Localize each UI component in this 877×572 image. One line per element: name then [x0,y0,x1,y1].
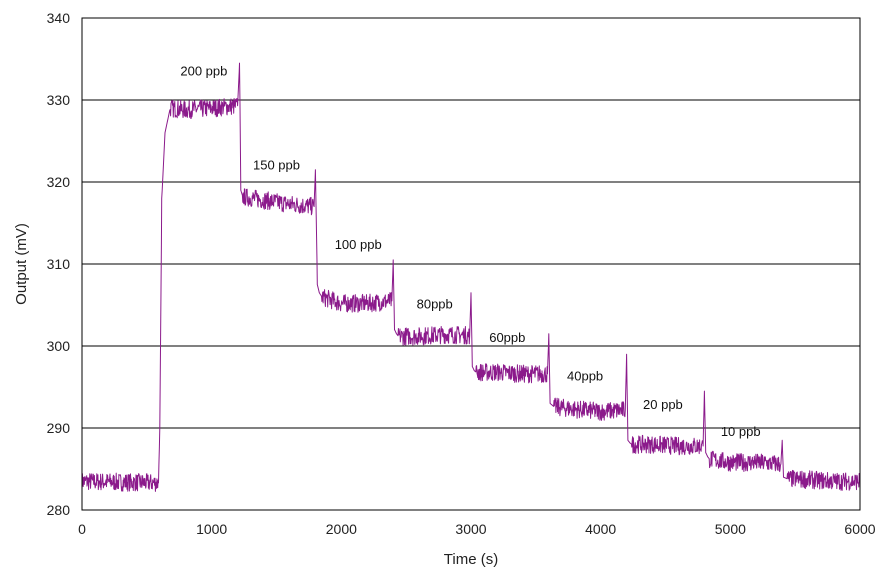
x-tick-label: 3000 [455,521,486,537]
concentration-label: 200 ppb [180,63,227,78]
plot-area-frame [81,17,861,511]
annotations: 200 ppb 150 ppb 100 ppb 80ppb 60ppb 40ppb 20 p… [180,63,760,439]
y-axis-title: Output (mV) [13,223,30,305]
y-tick-label: 320 [47,174,71,190]
concentration-label: 10 ppb [721,424,761,439]
gridlines [82,99,860,429]
concentration-label: 20 ppb [643,397,683,412]
x-tick-label: 2000 [326,521,357,537]
x-tick-label: 1000 [196,521,227,537]
x-tick-label: 6000 [844,521,875,537]
y-tick-label: 340 [47,10,71,26]
concentration-label: 40ppb [567,368,603,383]
y-tick-label: 290 [47,420,71,436]
concentration-label: 60ppb [489,330,525,345]
x-tick-labels: 0 1000 2000 3000 4000 5000 6000 [78,521,876,537]
concentration-label: 150 ppb [253,158,300,173]
concentration-label: 100 ppb [335,237,382,252]
y-tick-label: 300 [47,338,71,354]
y-tick-label: 330 [47,92,71,108]
x-tick-label: 5000 [715,521,746,537]
x-tick-label: 0 [78,521,86,537]
y-tick-label: 280 [47,502,71,518]
y-tick-labels: 280 290 300 310 320 330 340 [47,10,71,518]
y-tick-label: 310 [47,256,71,272]
concentration-label: 80ppb [417,296,453,311]
x-tick-label: 4000 [585,521,616,537]
x-axis-title: Time (s) [444,551,498,568]
series-group [81,62,861,492]
series-line [81,62,861,492]
